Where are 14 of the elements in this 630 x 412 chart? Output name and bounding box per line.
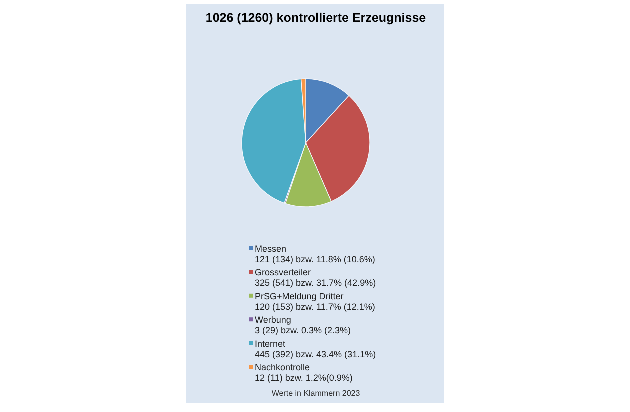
- data-label: 445 (392) bzw. 43.4% (31.1%): [255, 349, 376, 360]
- legend-label: Nachkontrolle: [255, 362, 310, 372]
- legend-label: Grossverteiler: [255, 268, 312, 278]
- text: Werte in Klammern 2023: [272, 389, 361, 398]
- legend-label: Werbung: [255, 315, 292, 326]
- data-label: 3 (29) bzw. 0.3% (2.3%): [255, 326, 352, 336]
- legend-label: Messen: [255, 244, 287, 254]
- chart-title: 1026 (1260) kontrollierte Erzeugnisse: [206, 11, 426, 25]
- legend-label: PrSG+Meldung Dritter: [255, 291, 344, 302]
- data-label: 121 (134) bzw. 11.8% (10.6%): [255, 254, 376, 264]
- data-label: 120 (153) bzw. 11.7% (12.1%): [255, 302, 376, 312]
- data-label: 12 (11) bzw. 1.2%(0.9%): [255, 373, 353, 383]
- data-label: 325 (541) bzw. 31.7% (42.9%): [255, 278, 376, 288]
- legend-label: Internet: [255, 338, 286, 349]
